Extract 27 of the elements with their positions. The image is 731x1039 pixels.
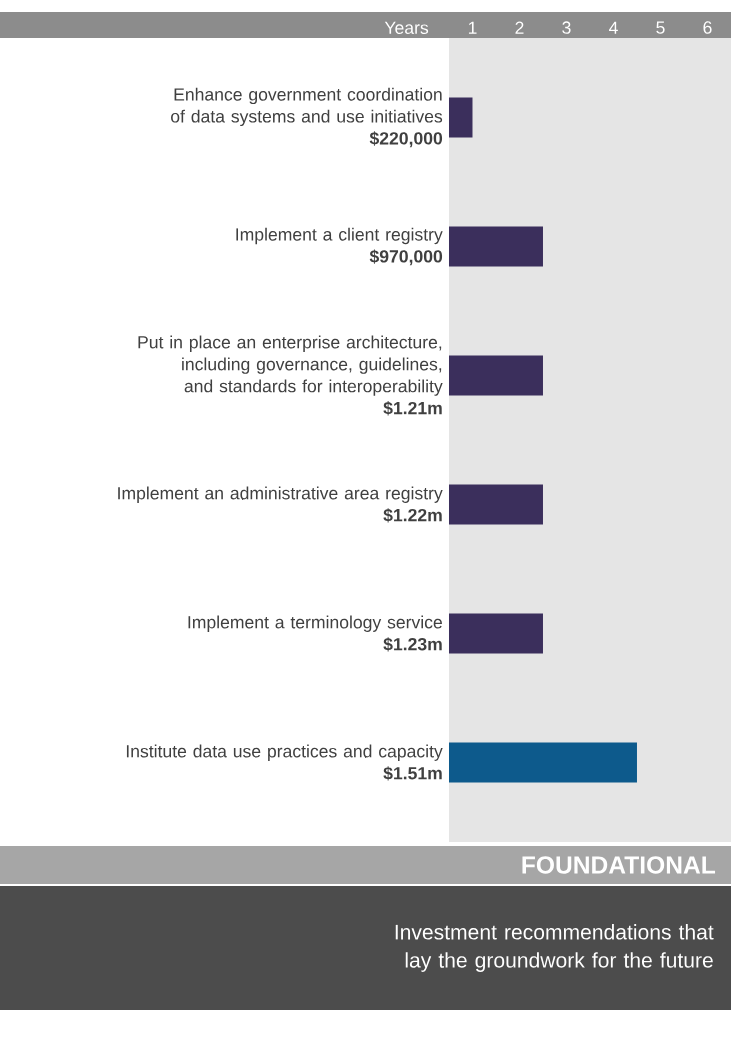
- x-tick-label: 4: [608, 21, 618, 34]
- x-tick-label: 6: [703, 21, 712, 34]
- bar: [448, 97, 473, 138]
- y-tick-label: Implement a terminology service: [188, 615, 442, 632]
- text: $970,000: [369, 249, 442, 266]
- text: FOUNDATIONAL: [522, 856, 715, 874]
- bar: [448, 613, 543, 654]
- text: $1.21m: [383, 401, 442, 416]
- x-axis-title: Years: [384, 21, 429, 34]
- bar: [448, 226, 543, 267]
- text: $1.22m: [383, 508, 442, 523]
- bar: [448, 484, 543, 525]
- y-tick-label: Implement a client registry: [236, 227, 443, 245]
- y-tick-label: Enhance government coordination of data systems and use initiatives: [170, 87, 443, 127]
- text: Investment recommendations that lay the groundwork for the future: [395, 924, 714, 972]
- y-tick-label: Implement an administrative area registry: [118, 486, 443, 503]
- text: $1.51m: [383, 766, 442, 781]
- text: $1.23m: [383, 637, 442, 652]
- bar: [448, 742, 637, 783]
- y-tick-label: Put in place an enterprise architecture, including governance, guidelines, and standards for interoperability: [138, 335, 443, 396]
- x-tick-label: 5: [656, 21, 665, 34]
- y-tick-label: Institute data use practices and capacity: [126, 744, 443, 761]
- text: $220,000: [369, 131, 442, 148]
- bar: [448, 355, 543, 396]
- x-tick-label: 2: [515, 21, 524, 34]
- x-tick-label: 3: [562, 21, 571, 34]
- x-tick-label: 1: [468, 21, 477, 34]
